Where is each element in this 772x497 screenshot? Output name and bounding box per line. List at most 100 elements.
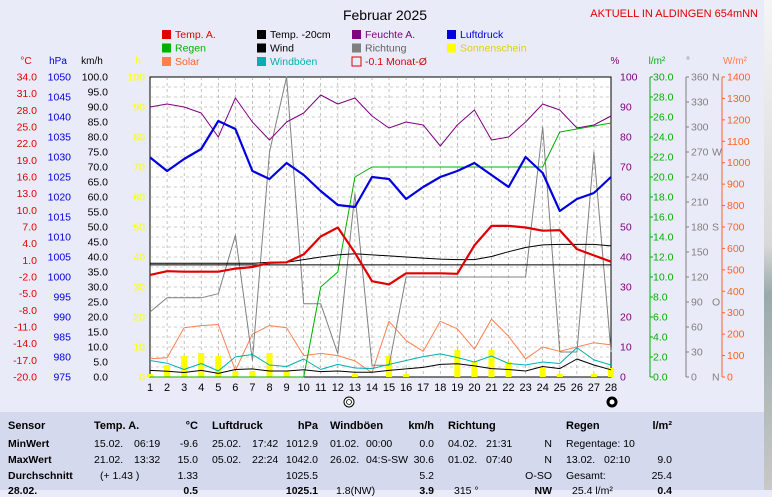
series-line-windb-en bbox=[149, 347, 612, 372]
pressure-axis-tick: 1045 bbox=[48, 92, 72, 104]
series-line-temp-a bbox=[149, 224, 612, 286]
sun-axis-tick: 90 bbox=[133, 102, 145, 114]
sunshine-bar bbox=[556, 374, 563, 377]
legend-label: Richtung bbox=[365, 43, 407, 55]
sun-axis-tick: 40 bbox=[133, 252, 145, 264]
solar-axis-tick: 800 bbox=[727, 200, 745, 212]
direction-axis-unit: ° bbox=[686, 56, 690, 67]
stats-pressure-head: Luftdruck bbox=[212, 420, 263, 432]
sun-axis-tick: 60 bbox=[133, 192, 145, 204]
series-line-temp-20cm bbox=[150, 243, 612, 264]
series-line-feuchte-a bbox=[149, 94, 612, 147]
rain-axis-tick: 30.0 bbox=[653, 72, 674, 84]
temp-axis-unit: °C bbox=[20, 56, 31, 67]
stats-direction-today-deg: 315 ° bbox=[454, 485, 479, 497]
stats-gusts-column: Windböen km/h 01.02. 00:00 0.0 26.02. 04… bbox=[330, 412, 438, 497]
sun-axis-tick: 10 bbox=[133, 342, 145, 354]
legend-label: Regen bbox=[175, 43, 206, 55]
x-tick-label: 21 bbox=[485, 382, 497, 394]
new-moon-icon-inner bbox=[609, 399, 615, 405]
pressure-axis-tick: 1020 bbox=[48, 192, 72, 204]
legend-swatch bbox=[162, 30, 171, 39]
stats-temp-max-date: 21.02. bbox=[94, 454, 124, 466]
legend-label: Feuchte A. bbox=[365, 29, 415, 41]
temp-axis-tick: 22.0 bbox=[17, 138, 38, 150]
x-tick-label: 3 bbox=[181, 382, 187, 394]
stats-gusts-head: Windböen bbox=[330, 420, 384, 432]
temp-axis-tick: 4.0 bbox=[22, 238, 37, 250]
stats-direction-avg-value: O-SO bbox=[525, 470, 552, 482]
chart-title: Februar 2025 bbox=[343, 7, 427, 23]
legend-swatch bbox=[351, 56, 362, 67]
stats-direction-max-date: 01.02. bbox=[448, 454, 478, 466]
sun-axis-tick: 50 bbox=[133, 222, 145, 234]
stats-temp-min-value: -9.6 bbox=[179, 438, 198, 450]
wind-axis-tick: 50.0 bbox=[88, 222, 109, 234]
sun-axis-unit: h bbox=[135, 56, 141, 67]
x-tick-label: 13 bbox=[349, 382, 361, 394]
wind-axis-tick: 100.0 bbox=[82, 72, 108, 84]
x-tick-label: 20 bbox=[468, 382, 480, 394]
stats-rain-today-note: 25.4 l/m² bbox=[572, 485, 613, 497]
sun-axis-tick: 80 bbox=[133, 132, 145, 144]
direction-axis-tick: 210 bbox=[691, 197, 709, 209]
temp-axis-tick: -8.0 bbox=[19, 305, 37, 317]
direction-axis-tick: 90 bbox=[691, 297, 703, 309]
x-tick-label: 23 bbox=[520, 382, 532, 394]
sunshine-bar bbox=[488, 350, 495, 377]
legend-swatch bbox=[352, 30, 361, 39]
stats-rain-today-value: 0.4 bbox=[657, 485, 672, 497]
rain-axis-tick: 18.0 bbox=[653, 192, 674, 204]
plot-area bbox=[147, 76, 614, 378]
rain-axis-tick: 16.0 bbox=[653, 212, 674, 224]
rain-axis-tick: 10.0 bbox=[653, 272, 674, 284]
wind-axis-tick: 90.0 bbox=[88, 102, 109, 114]
x-tick-label: 15 bbox=[383, 382, 395, 394]
direction-letter: N bbox=[712, 72, 720, 84]
stats-gusts-today-note: 1.8(NW) bbox=[336, 485, 376, 497]
stats-gusts-avg-value: 5.2 bbox=[419, 470, 434, 482]
pressure-axis-tick: 975 bbox=[53, 372, 71, 384]
temp-axis-tick: 34.0 bbox=[17, 72, 38, 84]
stats-pressure-today-value: 1025.1 bbox=[285, 485, 318, 497]
stats-rain-total-value: 25.4 bbox=[651, 470, 672, 482]
x-tick-label: 7 bbox=[249, 382, 255, 394]
humidity-axis-tick: 30 bbox=[620, 282, 632, 294]
direction-axis-tick: 240 bbox=[691, 172, 709, 184]
series-line-regen bbox=[150, 122, 612, 378]
sunshine-bar bbox=[608, 368, 614, 377]
wind-axis-tick: 40.0 bbox=[88, 252, 109, 264]
stats-gusts-min-time: 00:00 bbox=[366, 438, 393, 450]
sunshine-bar bbox=[232, 371, 239, 377]
pressure-axis-tick: 1015 bbox=[48, 212, 72, 224]
legend-swatch bbox=[447, 30, 456, 39]
stats-rain-column: Regen l/m² Regentage: 10 13.02. 02:10 9.… bbox=[566, 412, 674, 497]
wind-axis-tick: 25.0 bbox=[88, 297, 109, 309]
direction-axis-tick: 60 bbox=[691, 322, 703, 334]
wind-axis-unit: km/h bbox=[81, 56, 103, 67]
stats-rain-total-label: Gesamt: bbox=[566, 470, 606, 482]
direction-letter: N bbox=[712, 372, 720, 384]
temp-axis-tick: 13.0 bbox=[17, 188, 38, 200]
pressure-axis-tick: 1010 bbox=[48, 232, 72, 244]
humidity-axis-tick: 70 bbox=[620, 162, 632, 174]
legend-label: Luftdruck bbox=[460, 29, 504, 41]
legend-label: Temp. A. bbox=[175, 29, 216, 41]
series-line-solar bbox=[149, 318, 612, 374]
temp-axis-tick: 7.0 bbox=[22, 222, 37, 234]
stats-panel: Sensor MinWert MaxWert Durchschnitt 28.0… bbox=[0, 412, 764, 497]
axis-ticks: 34.0 31.0 28.0 25.0 22.0 19.0 16.0 13.0 10.0 7.0 4… bbox=[13, 72, 750, 384]
temp-axis-tick: 28.0 bbox=[17, 105, 38, 117]
direction-axis-tick: 30 bbox=[691, 347, 703, 359]
rain-axis-tick: 14.0 bbox=[653, 232, 674, 244]
humidity-axis-tick: 100 bbox=[620, 72, 638, 84]
wind-axis-tick: 85.0 bbox=[88, 117, 109, 129]
sunshine-bar bbox=[283, 371, 290, 377]
solar-axis-tick: 1400 bbox=[727, 72, 751, 84]
direction-letter: O bbox=[712, 297, 720, 309]
stats-temp-max-value: 15.0 bbox=[177, 454, 198, 466]
x-tick-label: 18 bbox=[434, 382, 446, 394]
legend-swatch bbox=[257, 43, 266, 53]
full-moon-icon-inner bbox=[346, 399, 352, 405]
temp-axis-tick: 1.0 bbox=[22, 255, 37, 267]
